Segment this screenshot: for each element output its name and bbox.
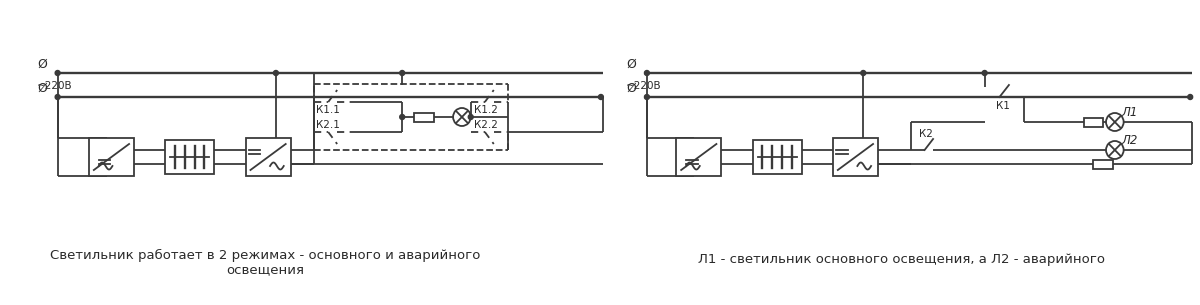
Text: К1.1: К1.1	[316, 105, 340, 115]
Bar	[1093, 160, 1112, 168]
Circle shape	[274, 70, 278, 76]
Text: К1: К1	[996, 101, 1010, 111]
Text: К2.1: К2.1	[316, 120, 340, 130]
Text: Л1: Л1	[1122, 106, 1138, 119]
Text: Ø: Ø	[37, 82, 47, 95]
Circle shape	[1188, 95, 1193, 99]
Circle shape	[55, 70, 60, 76]
Circle shape	[644, 95, 649, 99]
Circle shape	[454, 108, 470, 126]
Circle shape	[55, 95, 60, 99]
Text: К2: К2	[919, 129, 932, 139]
Text: ~220В: ~220В	[37, 81, 73, 91]
Circle shape	[1106, 113, 1123, 131]
Bar	[166, 140, 215, 174]
Circle shape	[468, 114, 473, 120]
Text: Л2: Л2	[1122, 134, 1138, 147]
Text: Л1 - светильник основного освещения, а Л2 - аварийного: Л1 - светильник основного освещения, а Л…	[698, 253, 1105, 267]
Text: Ø: Ø	[37, 58, 47, 71]
Bar	[414, 113, 433, 121]
Bar	[752, 140, 802, 174]
Circle shape	[982, 70, 988, 76]
Text: Светильник работает в 2 режимах - основного и аварийного: Светильник работает в 2 режимах - основн…	[50, 249, 480, 262]
Text: ~220В: ~220В	[626, 81, 662, 91]
Text: Ø: Ø	[626, 58, 636, 71]
Circle shape	[599, 95, 604, 99]
Text: К2.2: К2.2	[474, 120, 498, 130]
Bar	[1084, 117, 1103, 127]
Text: освещения: освещения	[226, 264, 304, 277]
Text: К1.2: К1.2	[474, 105, 498, 115]
Bar	[677, 138, 721, 176]
Circle shape	[400, 114, 404, 120]
Bar	[246, 138, 290, 176]
Circle shape	[860, 70, 865, 76]
Text: Ø: Ø	[626, 82, 636, 95]
Bar	[89, 138, 134, 176]
Circle shape	[644, 70, 649, 76]
Bar	[833, 138, 878, 176]
Circle shape	[1106, 141, 1123, 159]
Circle shape	[400, 70, 404, 76]
